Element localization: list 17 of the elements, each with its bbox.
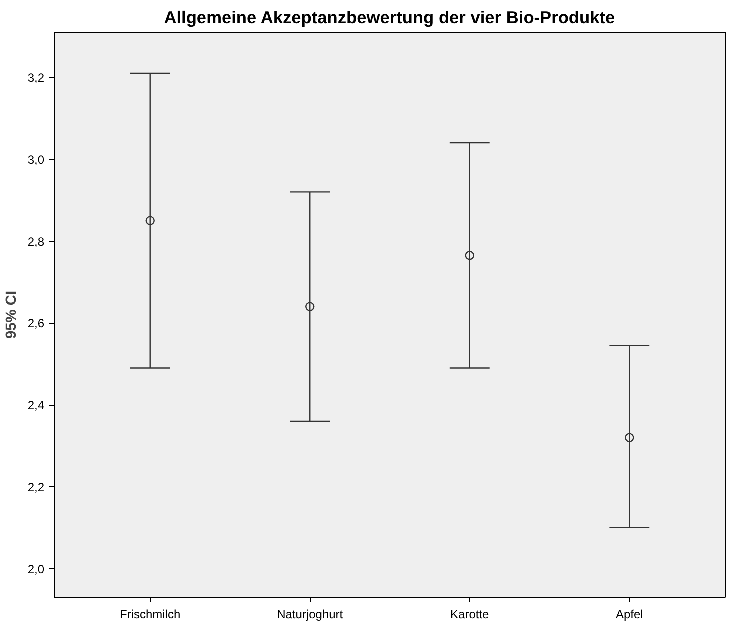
chart-title: Allgemeine Akzeptanzbewertung der vier Bio-Produkte xyxy=(164,8,616,28)
point xyxy=(465,251,474,260)
x-tick-label: Naturjoghurt xyxy=(277,608,344,622)
y-tick-label: 3,2 xyxy=(28,71,45,86)
x-tick-label: Apfel xyxy=(616,608,644,622)
y-axis-title: 95% CI xyxy=(4,290,20,340)
y-tick-label: 2,2 xyxy=(28,480,45,494)
y-tick-label: 2,8 xyxy=(28,234,45,249)
y-tick-label: 2,4 xyxy=(28,398,45,413)
x-tick-label: Karotte xyxy=(450,608,490,622)
x-tick-label: Frischmilch xyxy=(120,608,181,622)
point xyxy=(625,433,634,442)
point xyxy=(306,302,315,312)
y-tick-label: 2,6 xyxy=(28,316,45,331)
point xyxy=(146,216,155,226)
y-tick-label: 3,0 xyxy=(28,152,45,167)
y-tick-label: 2,0 xyxy=(28,562,45,576)
